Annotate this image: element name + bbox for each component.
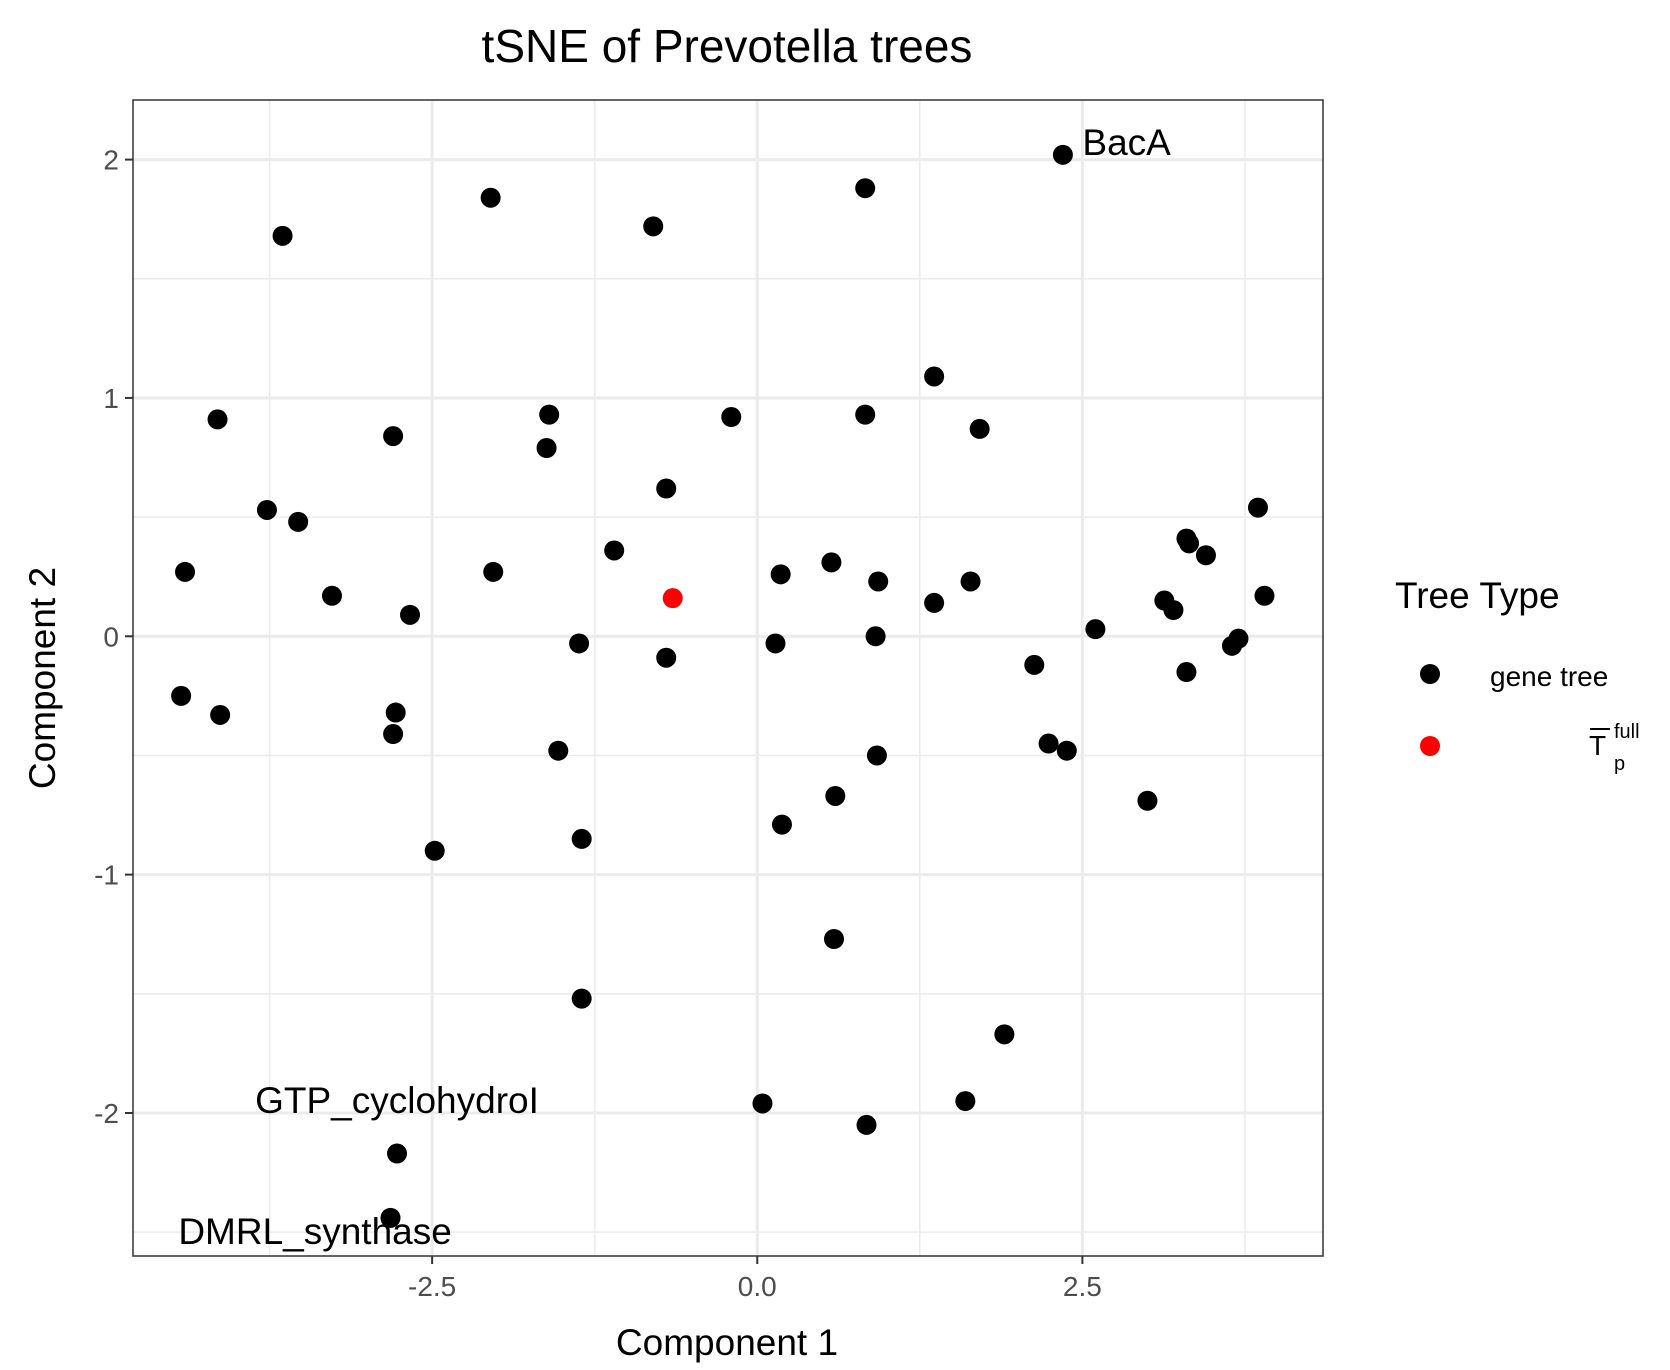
data-point	[480, 187, 501, 208]
x-tick-label: -2.5	[408, 1271, 456, 1302]
y-tick-label: -1	[94, 860, 119, 891]
chart-title: tSNE of Prevotella trees	[482, 20, 973, 72]
data-point	[1163, 600, 1184, 621]
data-point	[770, 564, 791, 585]
data-point	[662, 588, 683, 609]
data-point	[483, 561, 504, 582]
data-point	[855, 404, 876, 425]
data-point	[387, 1143, 408, 1164]
data-point	[721, 407, 742, 428]
point-annotation: GTP_cyclohydroI	[255, 1080, 539, 1121]
data-point	[571, 988, 592, 1009]
data-point	[866, 745, 887, 766]
data-point	[960, 571, 981, 592]
panel-border	[132, 99, 1324, 1257]
data-point	[210, 704, 231, 725]
data-point	[924, 366, 945, 387]
y-tick-label: -2	[94, 1098, 119, 1129]
point-annotation: DMRL_synthase	[178, 1211, 452, 1252]
data-point	[752, 1093, 773, 1114]
plot-panel: BacA GTP_cyclohydroI DMRL_synthase	[132, 99, 1324, 1257]
data-point	[994, 1024, 1015, 1045]
legend-label-tpfull: T full p	[1589, 721, 1640, 775]
data-point	[539, 404, 560, 425]
data-point	[400, 604, 421, 625]
data-point	[1137, 790, 1158, 811]
data-point	[924, 592, 945, 613]
data-point	[643, 216, 664, 237]
data-point	[825, 785, 846, 806]
data-point	[321, 585, 342, 606]
data-point	[855, 178, 876, 199]
legend-label-tpfull-base: T	[1589, 730, 1606, 761]
data-point	[571, 828, 592, 849]
data-point	[1056, 740, 1077, 761]
data-point	[569, 633, 590, 654]
data-point	[1038, 733, 1059, 754]
data-point	[1024, 654, 1045, 675]
data-point	[1085, 619, 1106, 640]
data-point	[383, 724, 404, 745]
data-point	[171, 685, 192, 706]
data-point	[1179, 533, 1200, 554]
x-axis-title: Component 1	[616, 1322, 838, 1363]
data-point	[536, 437, 557, 458]
y-axis: -2 -1 0 1 2	[94, 145, 133, 1129]
data-points	[171, 144, 1275, 1228]
legend-label-gene-tree: gene tree	[1490, 661, 1608, 692]
legend-label-tpfull-sub: p	[1614, 753, 1625, 775]
data-point	[765, 633, 786, 654]
data-point	[1176, 662, 1197, 683]
data-point	[385, 702, 406, 723]
data-point	[604, 540, 625, 561]
data-point	[955, 1091, 976, 1112]
grid-lines	[133, 100, 1323, 1256]
data-point	[175, 561, 196, 582]
data-point	[548, 740, 569, 761]
data-point	[424, 840, 445, 861]
y-axis-title: Component 2	[22, 567, 63, 789]
data-point	[868, 571, 889, 592]
data-point	[1247, 497, 1268, 518]
y-tick-label: 1	[103, 383, 119, 414]
point-annotation: BacA	[1082, 122, 1171, 163]
point-annotations: BacA GTP_cyclohydroI DMRL_synthase	[178, 122, 1171, 1252]
legend-key-tpfull	[1420, 736, 1440, 756]
data-point	[856, 1114, 877, 1135]
data-point	[1254, 585, 1275, 606]
legend-key-gene-tree	[1420, 664, 1440, 684]
data-point	[823, 928, 844, 949]
y-tick-label: 2	[103, 145, 119, 176]
y-tick-label: 0	[103, 621, 119, 652]
data-point	[288, 511, 309, 532]
x-tick-label: 2.5	[1063, 1271, 1102, 1302]
data-point	[207, 409, 228, 430]
data-point	[272, 225, 293, 246]
data-point	[1195, 545, 1216, 566]
data-point	[1221, 635, 1242, 656]
legend-title: Tree Type	[1395, 575, 1560, 616]
data-point	[771, 814, 792, 835]
x-axis: -2.5 0.0 2.5	[408, 1256, 1102, 1302]
legend-label-tpfull-sup: full	[1614, 721, 1640, 743]
data-point	[383, 426, 404, 447]
data-point	[256, 499, 277, 520]
data-point	[969, 418, 990, 439]
data-point	[656, 647, 677, 668]
data-point	[380, 1207, 401, 1228]
data-point	[821, 552, 842, 573]
x-tick-label: 0.0	[738, 1271, 777, 1302]
legend: Tree Type gene tree T full p	[1395, 575, 1640, 775]
data-point	[1052, 144, 1073, 165]
data-point	[656, 478, 677, 499]
data-point	[865, 626, 886, 647]
